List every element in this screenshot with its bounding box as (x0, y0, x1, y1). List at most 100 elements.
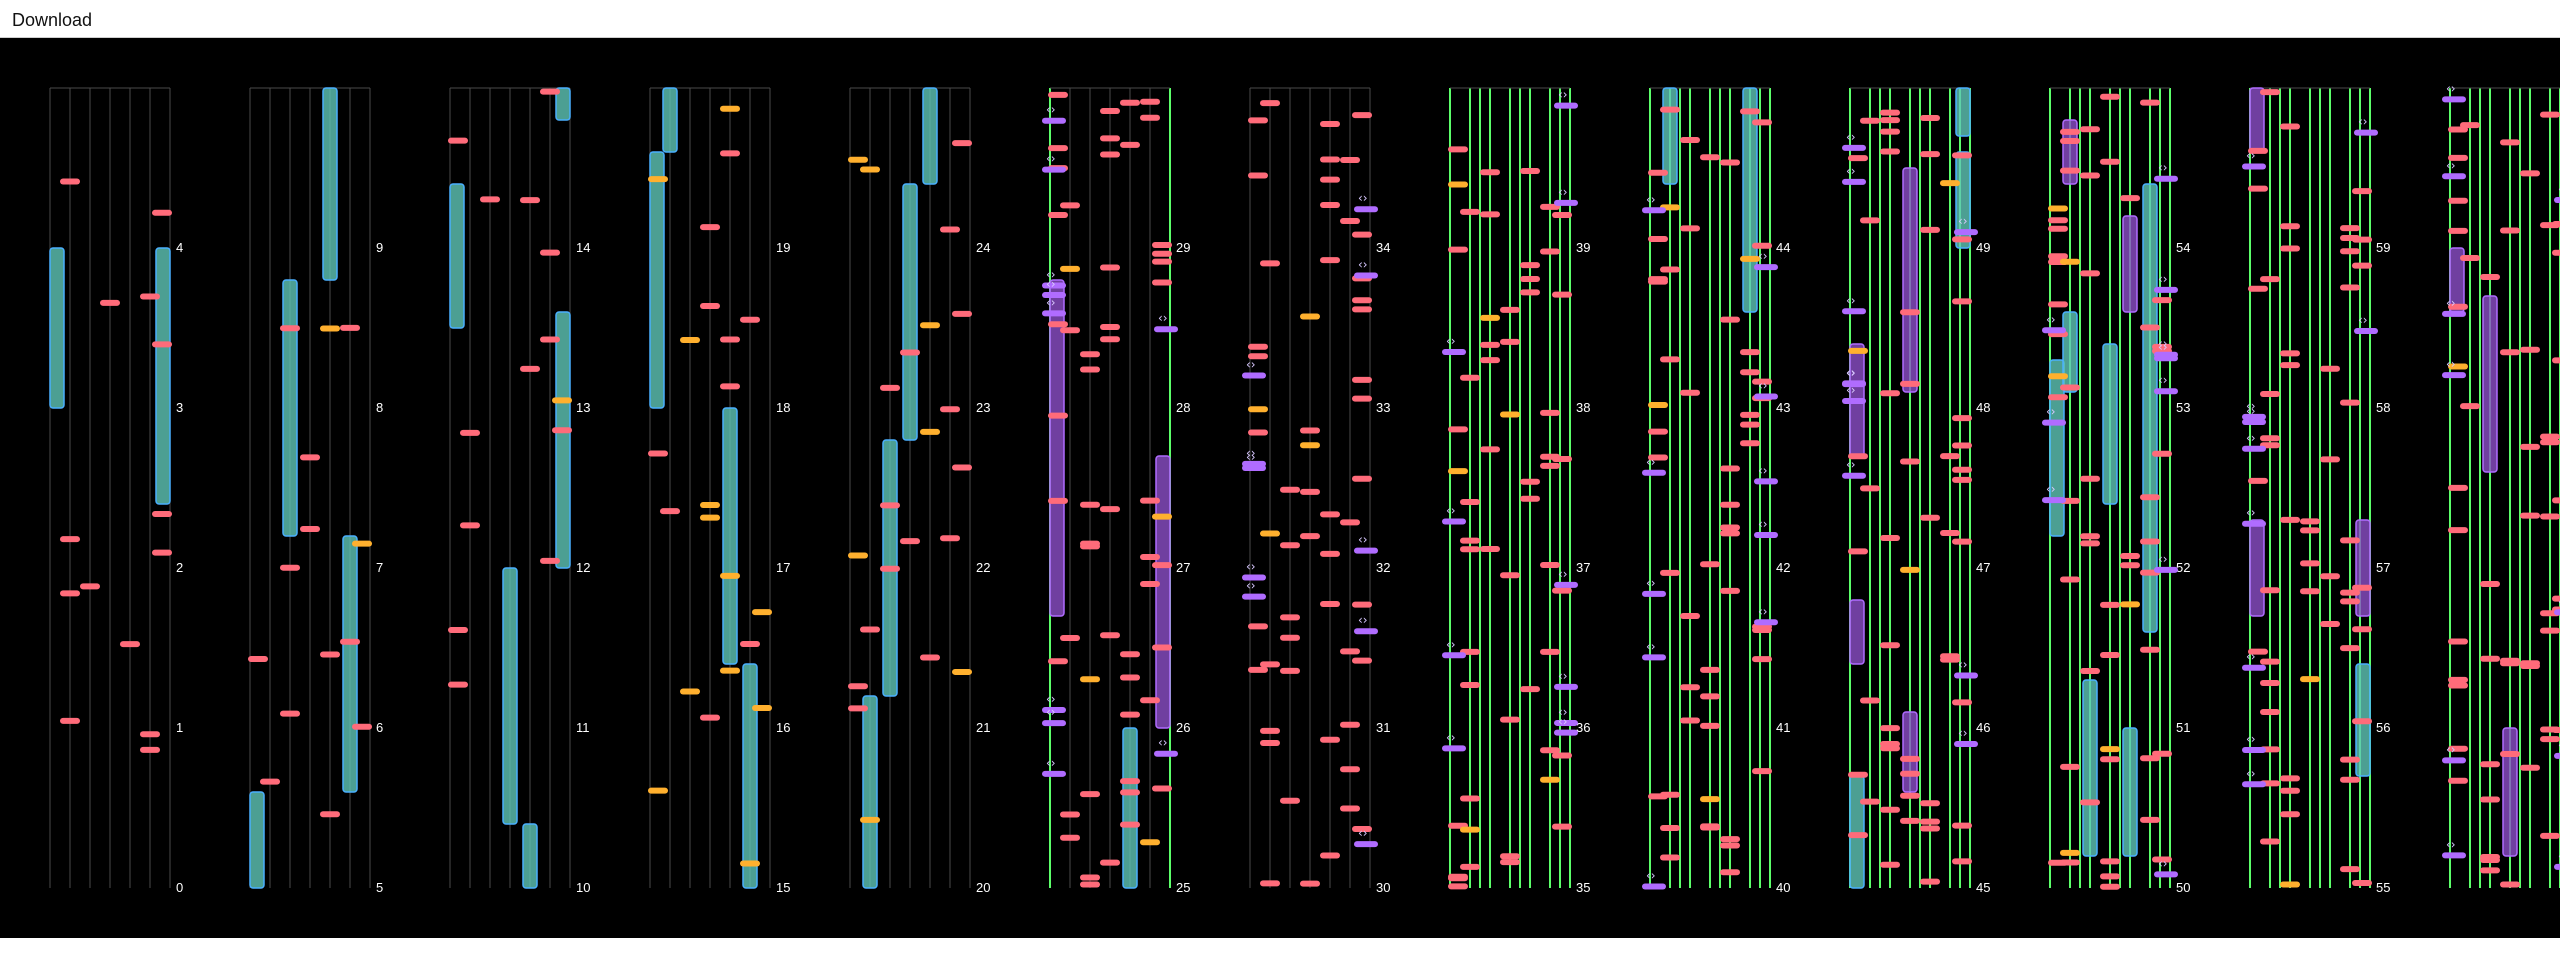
tap-note (1720, 836, 1740, 843)
measure-number: 42 (1776, 560, 1790, 575)
tap-note (1720, 524, 1740, 531)
tap-note (2060, 258, 2080, 265)
tap-note (1700, 722, 1720, 729)
hold-note (2122, 727, 2138, 857)
tap-note (300, 454, 320, 461)
flick-note (1442, 745, 1466, 752)
tap-note (1340, 519, 1360, 526)
download-button[interactable]: Download (12, 10, 93, 30)
measure-number: 13 (576, 400, 590, 415)
tap-note (1860, 117, 1880, 124)
flick-note (1842, 308, 1866, 315)
hold-note (322, 87, 338, 281)
tap-note (848, 705, 868, 712)
flick-note (2242, 413, 2266, 420)
tap-note (448, 137, 468, 144)
tap-note (1460, 537, 1480, 544)
tap-note (1140, 98, 1160, 105)
tap-note (1940, 180, 1960, 187)
tap-note (720, 105, 740, 112)
tap-note (952, 464, 972, 471)
tap-note (1920, 818, 1940, 825)
tap-note (2248, 147, 2268, 154)
tap-note (1648, 401, 1668, 408)
tap-note (2260, 658, 2280, 665)
flick-note (2042, 327, 2066, 334)
tap-note (2320, 365, 2340, 372)
tap-note (1260, 100, 1280, 107)
tap-note (1460, 374, 1480, 381)
flick-note (1242, 372, 1266, 379)
tap-note (1952, 152, 1972, 159)
flick-arrow-icon: ‹› (1358, 257, 1368, 271)
tap-note (2048, 217, 2068, 224)
flick-note (2042, 419, 2066, 426)
tap-note (1900, 792, 1920, 799)
tap-note (1140, 114, 1160, 121)
flick-arrow-icon: ‹› (1846, 293, 1856, 307)
tap-note (1540, 203, 1560, 210)
tap-note (448, 626, 468, 633)
tap-note (1900, 380, 1920, 387)
tap-note (2340, 225, 2360, 232)
tap-note (2300, 588, 2320, 595)
flick-note (2554, 609, 2560, 616)
tap-note (2340, 756, 2360, 763)
tap-note (2060, 138, 2080, 145)
tap-note (860, 626, 880, 633)
tap-note (1900, 817, 1920, 824)
flick-arrow-icon: ‹› (2558, 594, 2560, 608)
tap-note (2520, 660, 2540, 667)
tap-note (2152, 856, 2172, 863)
tap-note (1520, 686, 1540, 693)
flick-arrow-icon: ‹› (2246, 431, 2256, 445)
tap-note (1880, 128, 1900, 135)
tap-note (1900, 458, 1920, 465)
tap-note (2480, 796, 2500, 803)
measure-number: 57 (2376, 560, 2390, 575)
flick-arrow-icon: ‹› (2246, 399, 2256, 413)
flick-note (1842, 472, 1866, 479)
tap-note (2152, 297, 2172, 304)
measure-number: 24 (976, 240, 990, 255)
flick-arrow-icon: ‹› (1558, 88, 1568, 102)
tap-note (260, 778, 280, 785)
tap-note (100, 299, 120, 306)
flick-arrow-icon: ‹› (1646, 868, 1656, 882)
flick-note (1754, 264, 1778, 271)
tap-note (1500, 411, 1520, 418)
tap-note (1280, 634, 1300, 641)
tap-note (2048, 394, 2068, 401)
tap-note (1480, 341, 1500, 348)
tap-note (2100, 756, 2120, 763)
flick-arrow-icon: ‹› (2358, 313, 2368, 327)
tap-note (2048, 253, 2068, 260)
hold-note (342, 535, 358, 793)
tap-note (1100, 323, 1120, 330)
flick-note (2242, 520, 2266, 527)
tap-note (2540, 832, 2560, 839)
measure-number: 9 (376, 240, 383, 255)
tap-note (1080, 540, 1100, 547)
tap-note (2120, 195, 2140, 202)
tap-note (2140, 755, 2160, 762)
tap-note (540, 88, 560, 95)
tap-note (2480, 857, 2500, 864)
flick-arrow-icon: ‹› (1046, 295, 1056, 309)
tap-note (1540, 248, 1560, 255)
tap-note (1952, 699, 1972, 706)
tap-note (2340, 645, 2360, 652)
measure-number: 36 (1576, 720, 1590, 735)
measure-number: 4 (176, 240, 183, 255)
flick-arrow-icon: ‹› (1046, 692, 1056, 706)
flick-note (1842, 178, 1866, 185)
flick-note (2242, 163, 2266, 170)
tap-note (2048, 225, 2068, 232)
tap-note (1648, 454, 1668, 461)
tap-note (2520, 512, 2540, 519)
tap-note (2140, 99, 2160, 106)
tap-note (1500, 859, 1520, 866)
tap-note (1300, 533, 1320, 540)
tap-note (1660, 824, 1680, 831)
measure-number: 18 (776, 400, 790, 415)
